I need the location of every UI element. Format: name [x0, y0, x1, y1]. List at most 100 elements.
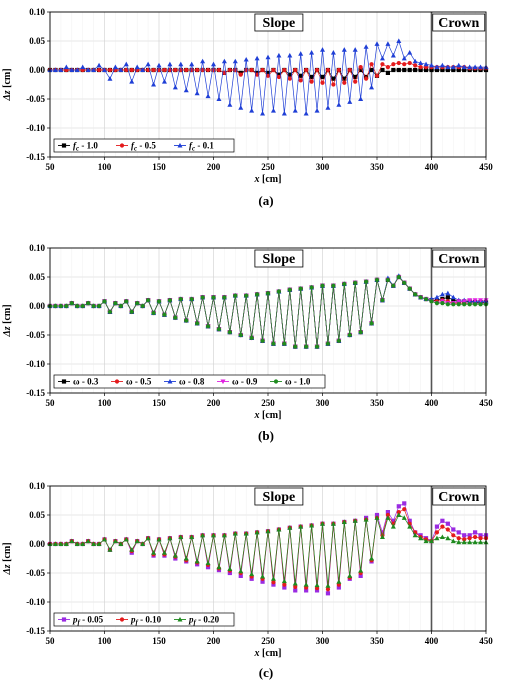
circle-marker: [96, 67, 102, 73]
legend-entry: fc - 1.0: [73, 141, 98, 153]
circle-marker: [320, 283, 325, 288]
region-label-slope: Slope: [254, 249, 304, 268]
square-marker: [205, 565, 211, 570]
triangle-marker: [396, 512, 402, 517]
triangle-marker: [265, 54, 271, 60]
triangle-marker: [287, 525, 293, 530]
x-tick-label: 400: [425, 636, 439, 646]
x-tick-label: 450: [479, 398, 493, 408]
circle-marker: [467, 302, 472, 307]
circle-marker: [418, 295, 423, 300]
circle-marker: [445, 302, 450, 307]
circle-marker: [391, 62, 396, 67]
square-marker: [227, 570, 232, 576]
y-tick-label: 0.05: [29, 36, 45, 46]
square-marker: [358, 573, 363, 578]
triangle-marker: [341, 47, 347, 52]
triangle-marker: [309, 522, 315, 528]
x-tick-label: 400: [425, 398, 439, 408]
panel-label: (b): [258, 428, 274, 443]
panel-label: (c): [259, 665, 273, 680]
triangle-marker: [347, 573, 353, 578]
circle-marker: [396, 274, 401, 280]
triangle-marker: [129, 547, 135, 552]
x-tick-label: 300: [316, 162, 330, 172]
circle-marker: [114, 379, 120, 384]
circle-marker: [298, 286, 303, 291]
triangle-marker: [439, 534, 445, 540]
triangle-marker: [407, 524, 413, 529]
circle-marker: [227, 330, 232, 335]
x-tick-label: 400: [425, 162, 439, 172]
x-tick-label: 250: [261, 398, 275, 408]
circle-marker: [265, 291, 271, 296]
triangle-marker: [194, 90, 200, 96]
square-marker: [440, 67, 445, 73]
triangle-marker: [341, 519, 347, 524]
triangle-marker: [330, 50, 336, 55]
circle-marker: [233, 293, 238, 298]
triangle-marker: [58, 67, 64, 72]
triangle-marker: [292, 108, 298, 113]
circle-marker: [162, 67, 167, 73]
y-tick-label: 0.05: [29, 272, 45, 282]
triangle-marker: [189, 534, 195, 540]
square-marker: [456, 67, 461, 73]
circle-marker: [342, 281, 347, 287]
triangle-marker: [309, 50, 315, 55]
triangle-marker: [156, 62, 162, 68]
legend: ω - 0.3 ω - 0.5 ω - 0.8 ω - 0.9 ω - 1.0: [53, 374, 326, 389]
triangle-marker: [216, 564, 222, 570]
triangle-marker: [363, 517, 369, 522]
circle-marker: [462, 537, 467, 542]
triangle-down-marker: [478, 298, 484, 303]
square-marker: [271, 582, 276, 587]
square-marker: [353, 74, 358, 80]
triangle-marker: [450, 64, 456, 70]
triangle-marker: [260, 573, 266, 579]
circle-marker: [260, 67, 265, 73]
triangle-marker: [401, 515, 407, 520]
y-tick-label: -0.10: [26, 597, 45, 607]
panel-2: Slope Crown 50 100 150 200 250 300 350 400 450 0.10…: [2, 243, 493, 443]
square-marker: [423, 67, 429, 73]
circle-marker: [402, 62, 407, 67]
triangle-marker: [63, 541, 69, 546]
square-marker: [467, 533, 472, 538]
triangle-marker: [249, 571, 255, 577]
triangle-marker: [320, 47, 325, 52]
x-tick-label: 350: [370, 398, 384, 408]
square-marker: [451, 67, 456, 73]
triangle-marker: [314, 108, 320, 113]
triangle-marker: [385, 41, 391, 46]
circle-marker: [336, 67, 341, 73]
triangle-marker: [374, 515, 380, 520]
triangle-marker: [91, 67, 97, 72]
circle-marker: [124, 67, 129, 73]
square-marker: [61, 379, 67, 384]
legend: fc - 1.0 fc - 0.5 fc - 0.1: [53, 138, 235, 153]
series-3: [47, 38, 489, 116]
circle-marker: [347, 332, 352, 338]
slope-label-box: [254, 249, 304, 268]
circle-marker: [75, 303, 80, 309]
y-axis-label: Δz [cm]: [2, 304, 13, 337]
x-tick-label: 150: [152, 162, 166, 172]
triangle-marker: [69, 67, 75, 72]
circle-marker: [456, 536, 461, 541]
region-label-crown: Crown: [432, 13, 486, 32]
triangle-marker: [434, 64, 440, 70]
triangle-marker: [183, 87, 189, 93]
triangle-marker: [423, 538, 429, 544]
circle-marker: [445, 527, 450, 532]
circle-marker: [314, 344, 320, 349]
square-marker: [325, 591, 331, 596]
x-axis-label: x [cm]: [254, 648, 282, 659]
x-tick-label: 50: [46, 398, 56, 408]
triangle-marker: [369, 555, 375, 561]
triangle-marker: [260, 110, 266, 116]
circle-marker: [195, 321, 200, 326]
triangle-marker: [445, 535, 451, 541]
circle-marker: [249, 67, 254, 73]
triangle-marker: [211, 61, 216, 67]
